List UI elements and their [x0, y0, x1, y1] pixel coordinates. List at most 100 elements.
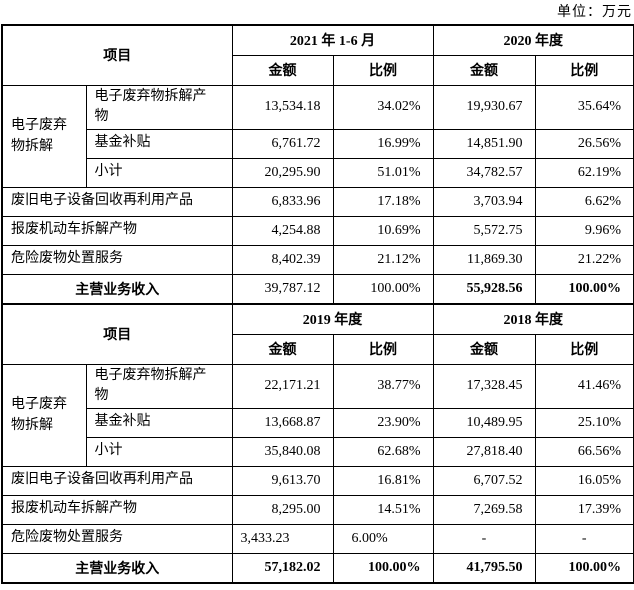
amount-cell: 20,295.90 — [231, 157, 334, 188]
period-header-2018: 2018 年度 — [432, 303, 634, 335]
amount-cell: 8,402.39 — [231, 244, 334, 275]
ratio-cell: 34.02% — [332, 84, 434, 130]
table-row: 电子废弃物拆解 电子废弃物拆解产物 22,171.21 38.77% 17,32… — [1, 363, 634, 467]
amount-cell: 10,489.95 — [432, 407, 536, 438]
table-row: 主营业务收入 57,182.02 100.00% 41,795.50 100.0… — [1, 552, 634, 584]
total-amount-cell: 57,182.02 — [231, 552, 334, 584]
row-label-cell: 小计 — [85, 436, 233, 467]
ratio-cell: 10.69% — [332, 215, 434, 246]
item-header: 项目 — [1, 303, 233, 365]
ratio-cell: 21.22% — [534, 244, 634, 275]
ratio-cell: 14.51% — [332, 494, 434, 525]
table-row: 小计 35,840.08 62.68% 27,818.40 66.56% — [2, 436, 634, 467]
group-label-cell: 电子废弃物拆解 — [1, 363, 87, 467]
table-row: 项目 2021 年 1-6 月 2020 年度 — [1, 24, 634, 86]
row-label-cell: 基金补贴 — [85, 407, 233, 438]
ratio-cell: 6.00% — [332, 523, 434, 554]
total-amount-cell: 39,787.12 — [231, 273, 334, 305]
amount-cell: - — [432, 523, 536, 554]
table-row: 项目 2019 年度 2018 年度 — [1, 303, 634, 365]
amount-cell: 14,851.90 — [432, 128, 536, 159]
ratio-cell: 26.56% — [534, 128, 634, 159]
amount-cell: 11,869.30 — [432, 244, 536, 275]
ratio-cell: 41.46% — [534, 363, 634, 409]
amount-cell: 3,703.94 — [432, 186, 536, 217]
item-header: 项目 — [1, 24, 233, 86]
row-label-cell: 危险废物处置服务 — [1, 523, 233, 554]
ratio-header: 比例 — [332, 54, 434, 86]
table-row: 废旧电子设备回收再利用产品 6,833.96 17.18% 3,703.94 6… — [1, 186, 634, 217]
ratio-cell: 21.12% — [332, 244, 434, 275]
amount-cell: 6,761.72 — [231, 128, 334, 159]
ratio-cell: 16.81% — [332, 465, 434, 496]
table-row: 基金补贴 13,668.87 23.90% 10,489.95 25.10% — [2, 407, 634, 438]
amount-cell: 19,930.67 — [432, 84, 536, 130]
ratio-cell: 66.56% — [534, 436, 634, 467]
row-label-cell: 报废机动车拆解产物 — [1, 215, 233, 246]
amount-cell: 5,572.75 — [432, 215, 536, 246]
ratio-cell: 62.68% — [332, 436, 434, 467]
table-row: 电子废弃物拆解 电子废弃物拆解产物 13,534.18 34.02% 19,93… — [1, 84, 634, 188]
table-row: 报废机动车拆解产物 8,295.00 14.51% 7,269.58 17.39… — [1, 494, 634, 525]
ratio-header: 比例 — [332, 333, 434, 365]
ratio-cell: 25.10% — [534, 407, 634, 438]
revenue-table: 项目 2021 年 1-6 月 2020 年度 金额 比例 金额 比例 电子废弃… — [1, 24, 634, 584]
total-ratio-cell: 100.00% — [332, 552, 434, 584]
ratio-cell: 38.77% — [332, 363, 434, 409]
ratio-header: 比例 — [534, 54, 634, 86]
amount-header: 金额 — [432, 333, 536, 365]
period-header-2021: 2021 年 1-6 月 — [231, 24, 434, 56]
amount-cell: 17,328.45 — [432, 363, 536, 409]
amount-cell: 27,818.40 — [432, 436, 536, 467]
table-row: 主营业务收入 39,787.12 100.00% 55,928.56 100.0… — [1, 273, 634, 305]
period-header-2020: 2020 年度 — [432, 24, 634, 56]
amount-cell: 3,433.23 — [231, 523, 334, 554]
period-header-2019: 2019 年度 — [231, 303, 434, 335]
table-row: 金额 比例 金额 比例 — [2, 333, 634, 365]
ratio-cell: 51.01% — [332, 157, 434, 188]
ratio-cell: 9.96% — [534, 215, 634, 246]
ratio-cell: 17.18% — [332, 186, 434, 217]
row-label-cell: 基金补贴 — [85, 128, 233, 159]
table-row: 危险废物处置服务 8,402.39 21.12% 11,869.30 21.22… — [1, 244, 634, 275]
ratio-cell: 17.39% — [534, 494, 634, 525]
group-label-cell: 电子废弃物拆解 — [1, 84, 87, 188]
table-row: 金额 比例 金额 比例 — [2, 54, 634, 86]
ratio-cell: - — [534, 523, 634, 554]
amount-cell: 13,668.87 — [231, 407, 334, 438]
table-row: 废旧电子设备回收再利用产品 9,613.70 16.81% 6,707.52 1… — [1, 465, 634, 496]
total-ratio-cell: 100.00% — [534, 552, 634, 584]
row-label-cell: 废旧电子设备回收再利用产品 — [1, 465, 233, 496]
row-label-cell: 电子废弃物拆解产物 — [85, 84, 233, 130]
amount-cell: 7,269.58 — [432, 494, 536, 525]
ratio-cell: 62.19% — [534, 157, 634, 188]
ratio-cell: 23.90% — [332, 407, 434, 438]
amount-cell: 35,840.08 — [231, 436, 334, 467]
amount-cell: 13,534.18 — [231, 84, 334, 130]
total-ratio-cell: 100.00% — [332, 273, 434, 305]
amount-cell: 6,707.52 — [432, 465, 536, 496]
row-label-cell: 报废机动车拆解产物 — [1, 494, 233, 525]
total-label-cell: 主营业务收入 — [1, 273, 233, 305]
total-label-cell: 主营业务收入 — [1, 552, 233, 584]
ratio-header: 比例 — [534, 333, 634, 365]
amount-cell: 8,295.00 — [231, 494, 334, 525]
row-label-cell: 危险废物处置服务 — [1, 244, 233, 275]
ratio-cell: 6.62% — [534, 186, 634, 217]
table-row: 危险废物处置服务 3,433.23 6.00% - - — [1, 523, 634, 554]
table-row: 报废机动车拆解产物 4,254.88 10.69% 5,572.75 9.96% — [1, 215, 634, 246]
ratio-cell: 16.99% — [332, 128, 434, 159]
total-amount-cell: 55,928.56 — [432, 273, 536, 305]
amount-cell: 34,782.57 — [432, 157, 536, 188]
ratio-cell: 16.05% — [534, 465, 634, 496]
table-row: 小计 20,295.90 51.01% 34,782.57 62.19% — [2, 157, 634, 188]
amount-cell: 6,833.96 — [231, 186, 334, 217]
amount-cell: 4,254.88 — [231, 215, 334, 246]
amount-cell: 22,171.21 — [231, 363, 334, 409]
amount-header: 金额 — [231, 54, 334, 86]
total-amount-cell: 41,795.50 — [432, 552, 536, 584]
amount-cell: 9,613.70 — [231, 465, 334, 496]
total-ratio-cell: 100.00% — [534, 273, 634, 305]
amount-header: 金额 — [432, 54, 536, 86]
